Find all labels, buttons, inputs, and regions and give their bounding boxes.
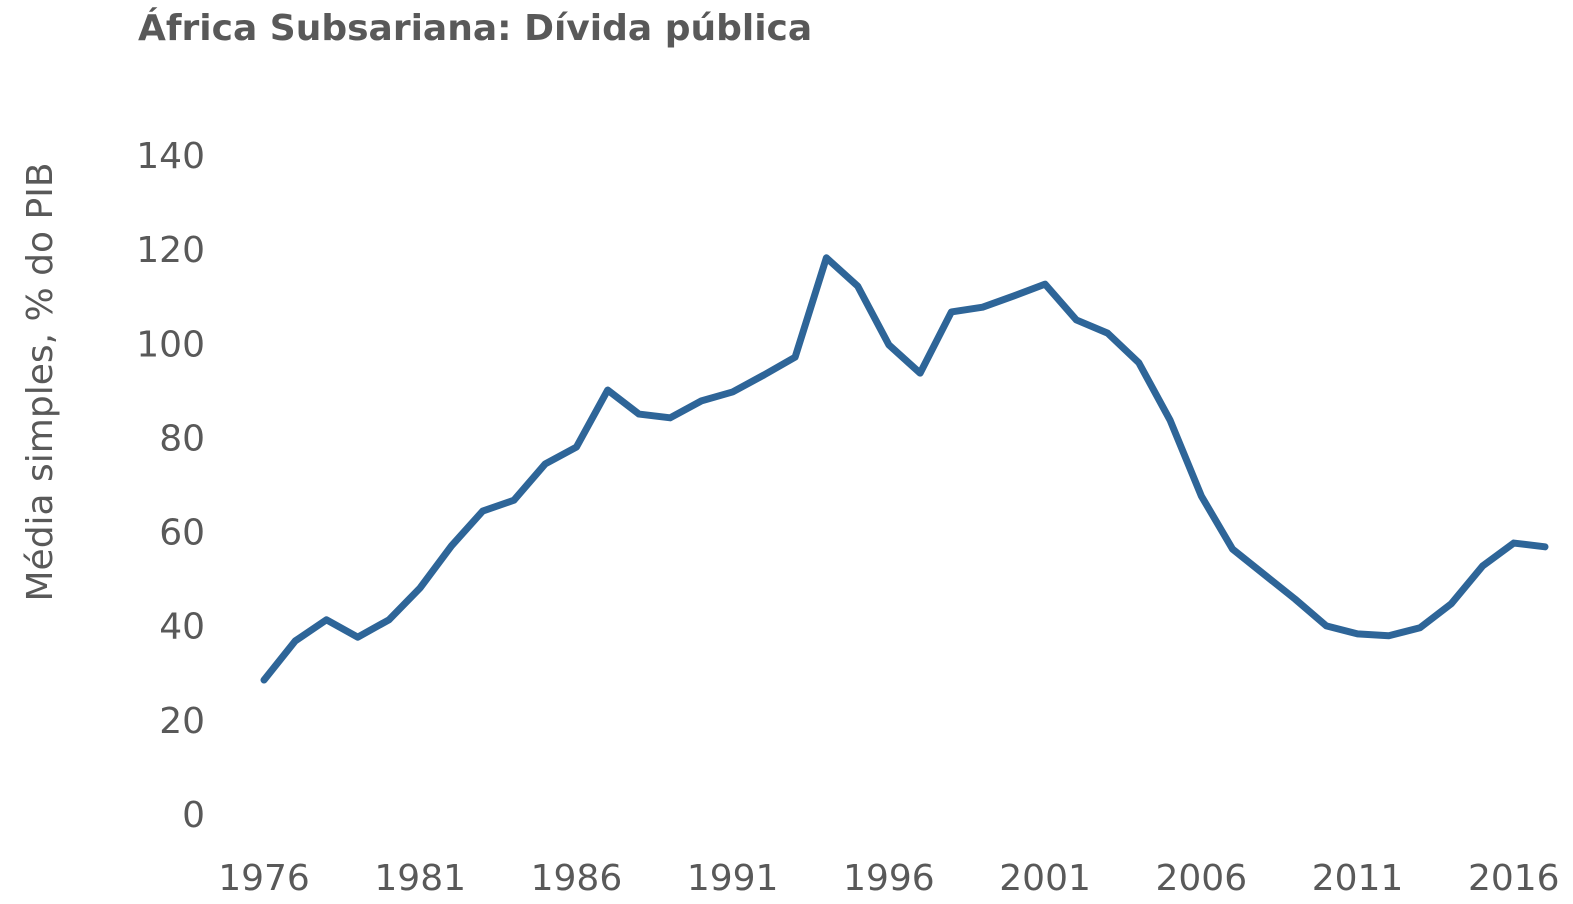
y-tick-label: 100 bbox=[136, 324, 205, 365]
x-tick-label: 1981 bbox=[374, 858, 466, 899]
y-tick-label: 0 bbox=[182, 795, 205, 836]
x-tick-label: 1976 bbox=[218, 858, 310, 899]
x-tick-label: 1986 bbox=[531, 858, 623, 899]
x-tick-label: 1996 bbox=[843, 858, 935, 899]
y-tick-label: 80 bbox=[159, 418, 205, 459]
chart-title: África Subsariana: Dívida pública bbox=[138, 7, 812, 49]
line-series bbox=[260, 254, 1549, 684]
y-tick-label: 20 bbox=[159, 701, 205, 742]
y-axis-label: Média simples, % do PIB bbox=[20, 162, 61, 601]
y-tick-label: 40 bbox=[159, 607, 205, 648]
x-tick-label: 1991 bbox=[687, 858, 779, 899]
x-tick-label: 2016 bbox=[1468, 858, 1560, 899]
y-tick-label: 120 bbox=[136, 230, 205, 271]
x-tick-label: 2011 bbox=[1312, 858, 1404, 899]
x-tick-label: 2006 bbox=[1156, 858, 1248, 899]
x-tick-label: 2001 bbox=[999, 858, 1091, 899]
y-tick-label: 140 bbox=[136, 136, 205, 177]
y-tick-label: 60 bbox=[159, 513, 205, 554]
